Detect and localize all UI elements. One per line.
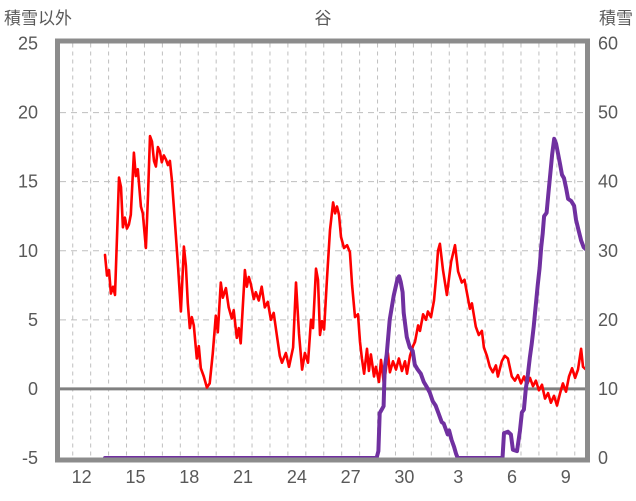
x-axis-tick-label: 24 bbox=[287, 467, 307, 487]
left-axis-tick-label: 10 bbox=[18, 241, 38, 261]
right-axis-tick-label: 60 bbox=[598, 34, 618, 54]
right-axis-tick-label: 40 bbox=[598, 172, 618, 192]
x-axis-tick-label: 15 bbox=[125, 467, 145, 487]
purple-line-right-axis bbox=[103, 136, 585, 460]
left-axis-tick-label: 20 bbox=[18, 103, 38, 123]
left-axis-tick-label: 5 bbox=[28, 310, 38, 330]
right-axis-title: 積雪 bbox=[599, 9, 633, 28]
right-axis-tick-label: 0 bbox=[598, 448, 608, 468]
chart-frame bbox=[55, 38, 590, 463]
x-axis-tick-label: 30 bbox=[394, 467, 414, 487]
x-axis-tick-label: 18 bbox=[179, 467, 199, 487]
left-axis-tick-label: 15 bbox=[18, 172, 38, 192]
chart-title: 谷 bbox=[314, 9, 332, 28]
red-line-left-axis bbox=[103, 134, 585, 407]
left-axis-tick-label: 0 bbox=[28, 379, 38, 399]
x-axis-tick-label: 3 bbox=[453, 467, 463, 487]
right-axis-tick-label: 30 bbox=[598, 241, 618, 261]
x-axis-tick-label: 27 bbox=[341, 467, 361, 487]
right-axis-tick-label: 20 bbox=[598, 310, 618, 330]
left-axis-tick-label: 25 bbox=[18, 34, 38, 54]
x-axis-tick-label: 21 bbox=[233, 467, 253, 487]
x-axis-tick-label: 12 bbox=[72, 467, 92, 487]
x-axis-tick-label: 6 bbox=[507, 467, 517, 487]
left-axis-title: 積雪以外 bbox=[4, 9, 72, 28]
right-axis-tick-label: 50 bbox=[598, 103, 618, 123]
left-axis-tick-label: -5 bbox=[22, 448, 38, 468]
x-axis-tick-label: 9 bbox=[561, 467, 571, 487]
right-axis-tick-label: 10 bbox=[598, 379, 618, 399]
